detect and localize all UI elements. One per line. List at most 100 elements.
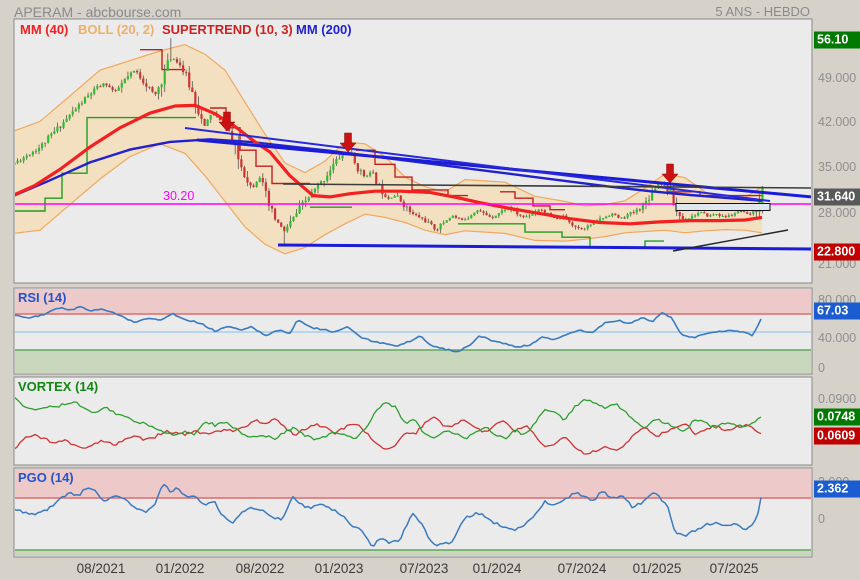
candle-down: [482, 211, 485, 213]
down-arrow-annotation[interactable]: [339, 132, 357, 153]
price-axis-label: 49.000: [818, 71, 857, 85]
candle-up: [503, 209, 507, 211]
candle-up: [329, 170, 332, 176]
price-axis-label: 0: [818, 361, 825, 375]
rsi-line: [15, 305, 762, 353]
candle-down: [105, 83, 108, 86]
candle-up: [712, 214, 715, 216]
candle-up: [396, 195, 399, 197]
vortex-panel[interactable]: [13, 376, 813, 466]
candle-up: [31, 151, 34, 155]
candle-up: [123, 78, 126, 84]
candle-up: [319, 181, 323, 185]
candle-up: [209, 115, 212, 120]
candle-down: [108, 85, 111, 88]
candle-up: [338, 158, 341, 160]
candle-up: [83, 97, 87, 104]
candle-down: [267, 190, 271, 207]
date-axis-label: 01/2025: [632, 561, 682, 576]
candle-down: [746, 212, 749, 214]
candle-down: [252, 185, 255, 188]
legend-bollinger[interactable]: BOLL (20, 2): [78, 22, 155, 37]
candle-up: [74, 108, 77, 112]
candle-up: [25, 155, 28, 158]
horizontal-support[interactable]: [277, 243, 812, 251]
candle-down: [457, 217, 461, 219]
pgo-title[interactable]: PGO (14): [18, 470, 74, 485]
rsi-oversold-zone: [15, 350, 811, 373]
candle-up: [126, 76, 130, 79]
candle-up: [365, 175, 369, 177]
period-label[interactable]: 5 ANS - HEBDO: [715, 4, 810, 19]
vortex-plus-line: [15, 396, 762, 441]
candle-down: [540, 209, 543, 211]
date-axis-label: 01/2022: [155, 561, 205, 576]
candle-up: [56, 126, 59, 132]
candle-up: [752, 208, 755, 214]
mm40-line: [15, 103, 763, 226]
candle-down: [111, 87, 114, 91]
candle-up: [598, 218, 602, 222]
page-title: APERAM - abcbourse.com: [14, 4, 182, 20]
candle-up: [77, 104, 80, 109]
price-axis-label: 21.000: [818, 257, 857, 271]
price-axis-label: 35.000: [818, 160, 857, 174]
candle-down: [522, 215, 525, 217]
candle-up: [427, 221, 430, 223]
candle-down: [703, 212, 706, 214]
candle-up: [37, 147, 41, 152]
candle-down: [491, 216, 494, 218]
legend-mm40[interactable]: MM (40): [20, 22, 69, 37]
candle-up: [68, 114, 71, 119]
down-arrow-annotation[interactable]: [218, 111, 236, 132]
vortex-title[interactable]: VORTEX (14): [18, 379, 99, 394]
candle-up: [651, 191, 654, 200]
date-axis-label: 08/2021: [76, 561, 126, 576]
candle-up: [298, 205, 301, 214]
candle-up: [654, 188, 657, 192]
bollinger-band-fill: [15, 44, 762, 254]
candle-up: [157, 87, 160, 95]
candle-up: [476, 210, 479, 213]
candle-up: [323, 180, 326, 182]
candle-up: [304, 200, 307, 203]
candle-up: [47, 135, 50, 143]
supertrend-up: [15, 116, 196, 212]
candle-up: [693, 215, 697, 217]
bollinger-lower: [15, 143, 763, 255]
legend-supertrend[interactable]: SUPERTREND (10, 3): [162, 22, 293, 37]
candle-up: [335, 159, 338, 164]
candle-down: [638, 209, 641, 211]
down-arrow-annotation[interactable]: [661, 163, 679, 184]
candle-up: [500, 210, 504, 214]
horizontal-black[interactable]: [282, 183, 812, 189]
candle-up: [525, 216, 528, 218]
candle-up: [166, 60, 169, 71]
candle-up: [326, 175, 329, 181]
candle-up: [53, 131, 56, 134]
candle-down: [273, 208, 277, 220]
level-30-20-label[interactable]: 30.20: [163, 189, 194, 203]
legend-mm200[interactable]: MM (200): [296, 22, 352, 37]
candle-up: [537, 209, 540, 212]
ascending-black[interactable]: [672, 229, 789, 252]
candle-up: [721, 216, 724, 218]
candle-up: [313, 188, 317, 193]
candle-up: [15, 162, 16, 165]
candle-down: [430, 221, 433, 225]
candle-up: [470, 215, 473, 219]
candle-down: [488, 215, 491, 217]
candle-up: [255, 181, 258, 188]
candle-up: [295, 213, 298, 217]
candle-down: [178, 62, 182, 66]
rsi-title[interactable]: RSI (14): [18, 290, 67, 305]
candle-up: [16, 160, 19, 163]
consolidation-box[interactable]: [675, 203, 771, 211]
candle-down: [362, 170, 366, 177]
candle-down: [460, 218, 464, 220]
descending-secondary[interactable]: [184, 127, 771, 202]
candle-up: [359, 170, 363, 172]
candle-down: [375, 172, 378, 184]
candle-up: [611, 213, 614, 216]
